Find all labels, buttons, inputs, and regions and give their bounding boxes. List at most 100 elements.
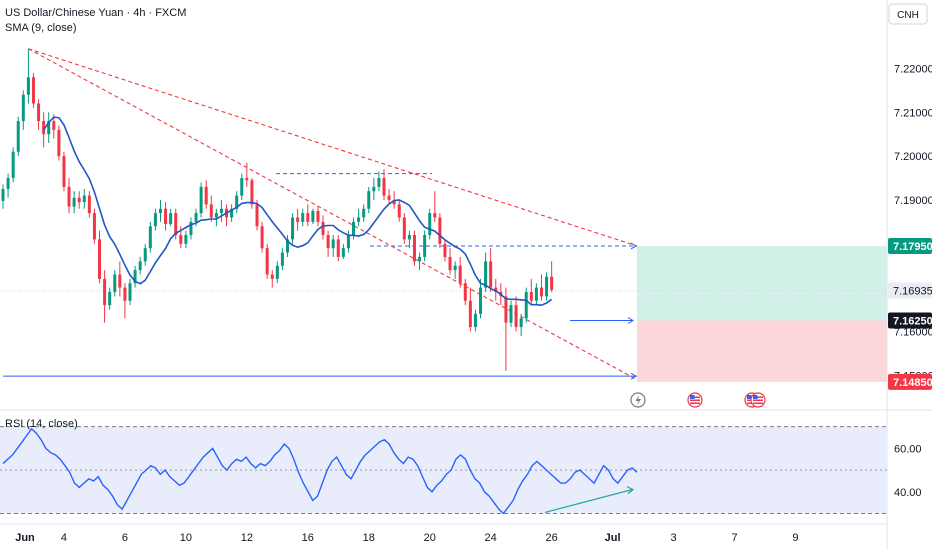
candle: [209, 195, 213, 222]
price-tick-label: 7.20000: [894, 151, 932, 163]
candle: [402, 213, 406, 244]
candle: [270, 270, 274, 288]
price-tick-label: 7.21000: [894, 107, 932, 119]
time-tick-label: 24: [485, 532, 497, 544]
time-tick-label: 12: [241, 532, 253, 544]
candle: [463, 278, 467, 306]
candle: [407, 230, 411, 249]
candle: [524, 287, 528, 323]
candle: [158, 199, 162, 222]
time-tick-label: 4: [61, 532, 67, 544]
candle: [412, 230, 416, 266]
rsi-axis: 60.00 40.00: [894, 443, 922, 498]
rsi-tick-label: 60.00: [894, 443, 922, 455]
price-tick-label: 7.19000: [894, 195, 932, 207]
candle: [143, 243, 147, 266]
time-tick-label: 7: [731, 532, 737, 544]
candle: [418, 252, 422, 271]
upper-trendline[interactable]: [28, 48, 638, 247]
candle: [31, 72, 35, 108]
rsi-legend: RSI (14, close): [5, 418, 78, 430]
candle: [291, 213, 295, 244]
candle: [326, 230, 330, 257]
candle: [199, 182, 203, 218]
candle: [26, 48, 30, 104]
candle: [1, 184, 5, 209]
candle: [550, 261, 554, 293]
candle: [382, 169, 386, 200]
trendlines[interactable]: [28, 48, 638, 381]
rsi-divergence-line[interactable]: [544, 486, 635, 513]
candle: [260, 221, 264, 253]
candle: [423, 230, 427, 262]
target-zone[interactable]: [637, 245, 887, 321]
time-tick-label: 9: [792, 532, 798, 544]
candle: [148, 221, 152, 253]
candle: [479, 278, 483, 319]
candle: [489, 248, 493, 293]
candle: [52, 114, 56, 139]
candle: [346, 230, 350, 253]
candle: [433, 191, 437, 222]
lower-trendline[interactable]: [28, 48, 638, 381]
candle: [47, 112, 51, 143]
rsi-line: [2, 427, 638, 515]
risk-reward-zones[interactable]: [637, 245, 887, 382]
candle: [92, 208, 96, 244]
rsi-tick-label: 40.00: [894, 487, 922, 499]
candle: [214, 208, 218, 227]
candle: [57, 125, 61, 161]
chart-title: US Dollar/Chinese Yuan · 4h · FXCM: [5, 7, 186, 19]
event-us-flag-icon[interactable]: [750, 392, 766, 408]
event-flash-icon[interactable]: [630, 392, 646, 408]
candle: [321, 215, 325, 240]
candle: [534, 283, 538, 306]
candle: [301, 208, 305, 227]
price-tick-label: 7.16000: [894, 326, 932, 338]
candle: [336, 235, 340, 262]
candle: [529, 278, 533, 306]
candle: [509, 300, 513, 328]
sma-legend: SMA (9, close): [5, 22, 77, 34]
candle: [285, 235, 289, 257]
candles: [1, 48, 554, 371]
candle: [164, 202, 168, 231]
candle: [87, 191, 91, 218]
candle: [438, 213, 442, 249]
time-tick-label: 10: [180, 532, 192, 544]
candle: [21, 90, 25, 130]
candle: [72, 191, 76, 214]
candle: [16, 116, 20, 157]
candle: [473, 309, 477, 332]
candle: [453, 261, 457, 279]
sma-line: [42, 116, 553, 307]
time-axis[interactable]: Jun 4 6 10 12 16 18 20 24 26 Jul 3 7 9: [15, 532, 798, 544]
candle: [118, 261, 122, 297]
svg-text:7.16935: 7.16935: [893, 285, 932, 297]
candle: [62, 151, 66, 192]
price-badges: 7.17950 7.16935 7.16250 7.14850: [888, 237, 932, 390]
time-tick-label: Jun: [15, 532, 35, 544]
target-price-badge: 7.17950: [888, 237, 932, 254]
candle: [372, 178, 376, 200]
candle: [448, 248, 452, 275]
time-tick-label: 3: [670, 532, 676, 544]
candle: [514, 296, 518, 332]
candle: [275, 261, 279, 284]
support-arrow-head: [630, 372, 637, 380]
stop-zone[interactable]: [637, 320, 887, 382]
candle: [377, 171, 381, 192]
svg-text:7.14850: 7.14850: [893, 377, 932, 389]
candle: [103, 270, 107, 323]
candle: [128, 278, 132, 306]
time-tick-label: Jul: [605, 532, 621, 544]
candle: [184, 230, 188, 249]
candle: [504, 287, 508, 371]
time-tick-label: 16: [302, 532, 314, 544]
candle: [265, 243, 269, 279]
price-axis[interactable]: 7.220007.210007.200007.190007.160007.150…: [894, 63, 932, 382]
candle: [539, 274, 543, 301]
currency-button[interactable]: CNH: [888, 3, 928, 25]
event-us-flag-icon[interactable]: [687, 392, 703, 408]
